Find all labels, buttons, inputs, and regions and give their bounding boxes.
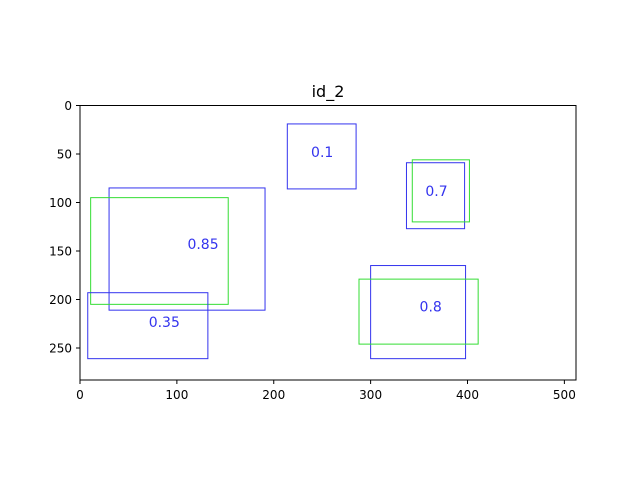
green-box bbox=[358, 278, 479, 345]
plot-area-frame bbox=[79, 105, 577, 381]
y-tick-label: 150 bbox=[49, 244, 72, 258]
boxes-layer: 0.1 0.7 0.85 0.35 0.8 bbox=[87, 123, 479, 360]
y-tick-label: 50 bbox=[57, 147, 72, 161]
x-tick-label: 200 bbox=[262, 388, 285, 402]
blue-box bbox=[87, 292, 209, 360]
y-tick-label: 100 bbox=[49, 196, 72, 210]
x-tick-label: 300 bbox=[359, 388, 382, 402]
box-score-label: 0.8 bbox=[420, 299, 442, 315]
y-tick-label: 200 bbox=[49, 293, 72, 307]
x-tick-label: 100 bbox=[165, 388, 188, 402]
green-box bbox=[411, 159, 470, 223]
blue-box bbox=[370, 265, 467, 360]
box-score-label: 0.7 bbox=[425, 184, 447, 200]
blue-box bbox=[286, 123, 357, 190]
y-tick-label: 0 bbox=[64, 99, 72, 113]
box-score-label: 0.85 bbox=[187, 237, 218, 253]
x-tick-label: 500 bbox=[553, 388, 576, 402]
green-box bbox=[90, 197, 229, 305]
axes: 0 100 200 300 400 500 0 50 100 150 200 250 bbox=[49, 99, 576, 402]
box-score-label: 0.35 bbox=[149, 315, 180, 331]
box-score-label: 0.1 bbox=[311, 145, 333, 161]
blue-box bbox=[108, 187, 266, 311]
y-tick-label: 250 bbox=[49, 341, 72, 355]
chart-title: id_2 bbox=[312, 82, 345, 102]
x-tick-label: 400 bbox=[456, 388, 479, 402]
blue-box bbox=[405, 162, 466, 230]
x-tick-label: 0 bbox=[76, 388, 84, 402]
